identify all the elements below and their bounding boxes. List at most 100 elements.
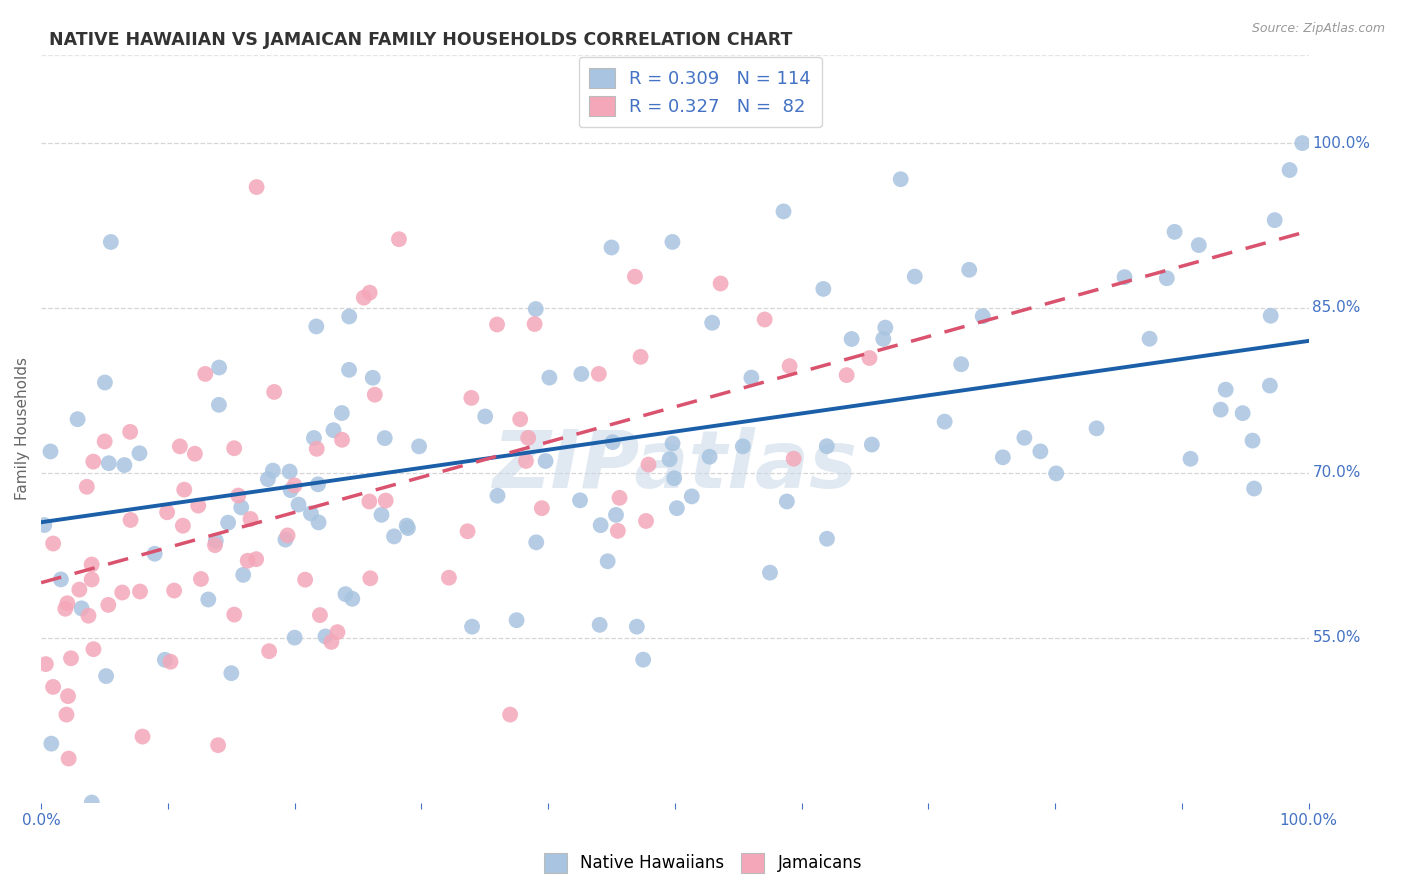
Point [41,737,63,751]
Point [128,446,150,460]
Point [665,501,688,516]
Point [782,451,804,466]
Point [263,384,285,399]
Point [80,573,103,587]
Point [776,494,799,508]
Point [486,318,509,332]
Point [395,518,418,533]
Point [609,491,631,505]
Point [460,391,482,405]
Point [194,367,217,381]
Point [314,630,336,644]
Point [208,398,231,412]
Point [509,412,531,426]
Point [505,613,527,627]
Point [710,277,733,291]
Point [172,518,194,533]
Point [353,291,375,305]
Point [860,437,883,451]
Point [236,554,259,568]
Point [335,587,357,601]
Point [637,458,659,472]
Point [1163,225,1185,239]
Point [131,730,153,744]
Point [120,425,142,439]
Point [841,332,863,346]
Point [80,558,103,572]
Point [631,653,654,667]
Point [588,617,610,632]
Point [589,518,612,533]
Point [156,505,179,519]
Point [1243,482,1265,496]
Point [461,620,484,634]
Point [217,516,239,530]
Point [190,572,212,586]
Point [1232,406,1254,420]
Point [1215,383,1237,397]
Point [457,524,479,539]
Point [204,538,226,552]
Point [904,269,927,284]
Point [875,320,897,334]
Point [143,547,166,561]
Point [772,204,794,219]
Point [1180,451,1202,466]
Point [858,351,880,365]
Point [76,480,98,494]
Point [330,433,353,447]
Point [321,635,343,649]
Point [359,494,381,508]
Point [991,450,1014,465]
Point [437,571,460,585]
Point [70,601,93,615]
Text: 85.0%: 85.0% [1312,301,1361,316]
Point [94,669,117,683]
Point [60,651,83,665]
Point [681,489,703,503]
Point [187,499,209,513]
Point [208,360,231,375]
Point [364,387,387,401]
Point [699,450,721,464]
Point [661,235,683,249]
Point [754,312,776,326]
Point [600,240,623,254]
Point [934,415,956,429]
Point [278,465,301,479]
Point [374,431,396,445]
Point [1156,271,1178,285]
Point [517,431,540,445]
Point [100,235,122,249]
Point [159,655,181,669]
Point [779,359,801,373]
Point [56,689,79,703]
Point [299,507,322,521]
Point [97,456,120,470]
Point [302,431,325,445]
Point [359,571,381,585]
Point [588,367,610,381]
Point [606,524,628,538]
Point [624,269,647,284]
Text: 70.0%: 70.0% [1312,466,1361,480]
Point [957,262,980,277]
Text: 100.0%: 100.0% [1312,136,1371,151]
Point [307,477,329,491]
Point [226,489,249,503]
Point [163,583,186,598]
Point [1029,444,1052,458]
Point [207,738,229,752]
Point [42,680,65,694]
Point [602,435,624,450]
Point [815,439,838,453]
Legend: R = 0.309   N = 114, R = 0.327   N =  82: R = 0.309 N = 114, R = 0.327 N = 82 [579,57,821,128]
Point [173,483,195,497]
Point [308,516,330,530]
Point [661,436,683,450]
Point [538,370,561,384]
Legend: Native Hawaiians, Jamaicans: Native Hawaiians, Jamaicans [537,847,869,880]
Point [231,500,253,515]
Point [287,498,309,512]
Point [486,489,509,503]
